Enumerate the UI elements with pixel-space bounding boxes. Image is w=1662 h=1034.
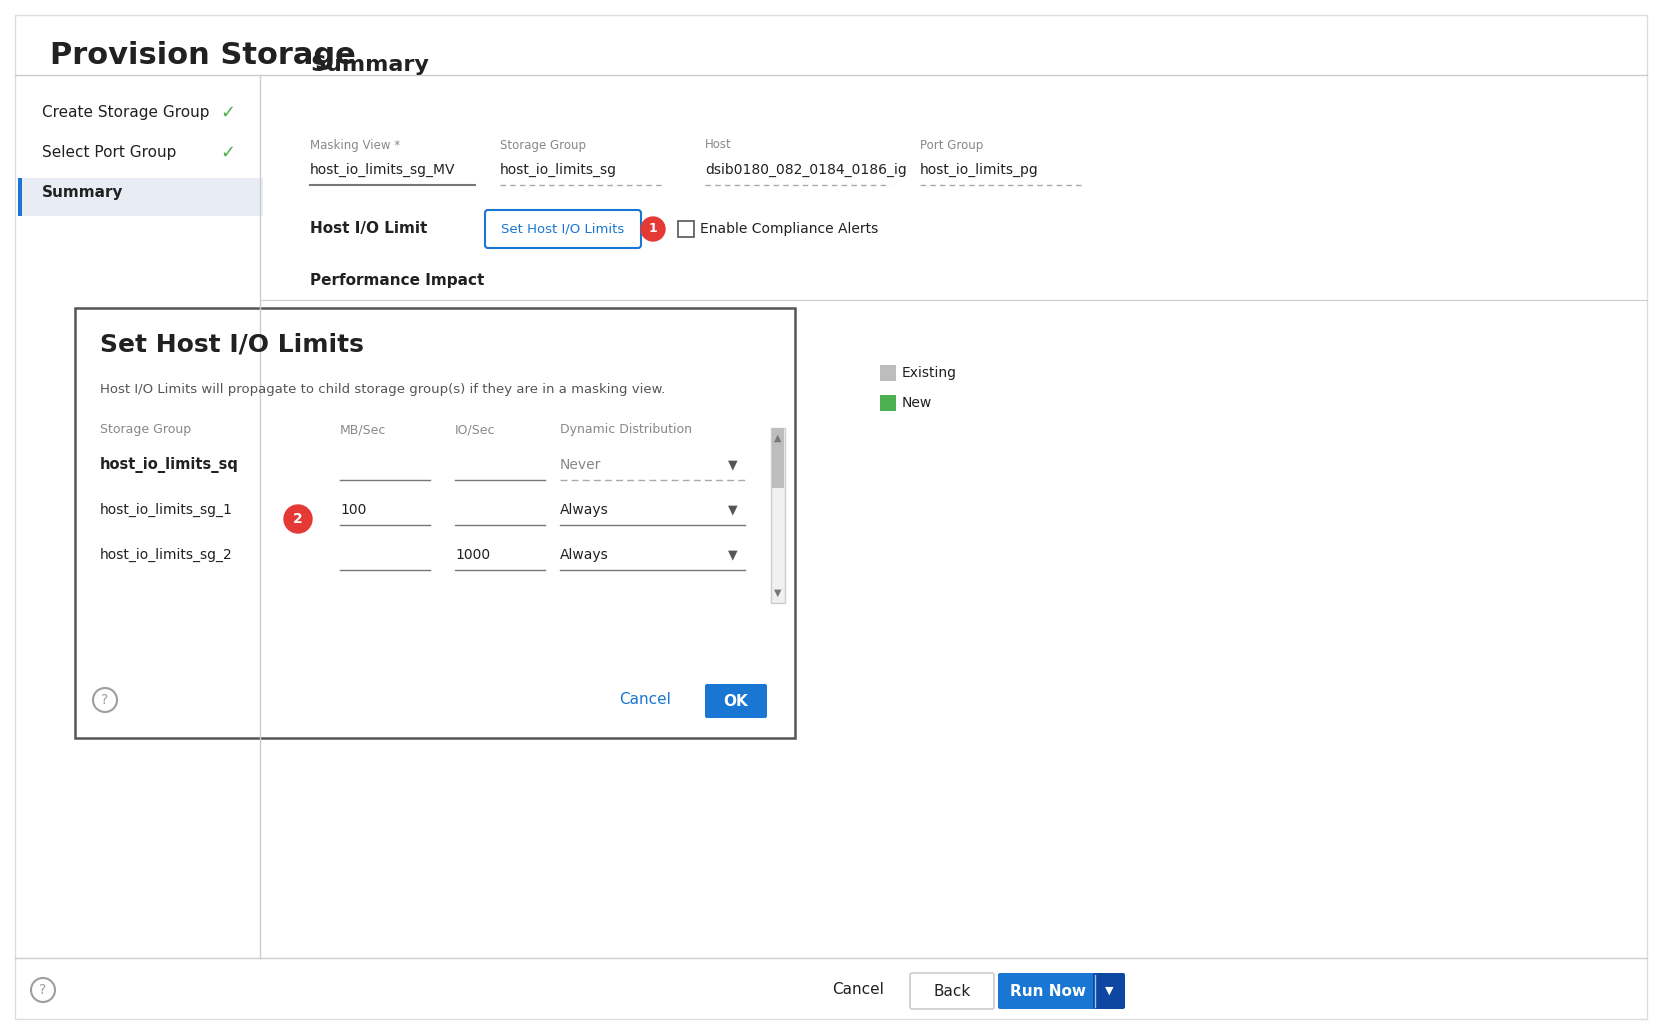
Bar — [678, 221, 695, 237]
Text: Performance Impact: Performance Impact — [311, 273, 484, 287]
Text: Dynamic Distribution: Dynamic Distribution — [560, 424, 691, 436]
FancyBboxPatch shape — [911, 973, 994, 1009]
FancyBboxPatch shape — [15, 16, 1647, 1018]
Text: ✓: ✓ — [221, 144, 236, 162]
Text: OK: OK — [723, 694, 748, 708]
Text: ✓: ✓ — [221, 104, 236, 122]
FancyBboxPatch shape — [485, 210, 642, 248]
Text: Cancel: Cancel — [618, 693, 671, 707]
FancyBboxPatch shape — [705, 685, 766, 718]
Text: 1000: 1000 — [455, 548, 490, 562]
Text: ▼: ▼ — [774, 588, 781, 598]
Bar — [879, 365, 896, 381]
Text: Existing: Existing — [902, 366, 957, 381]
Text: IO/Sec: IO/Sec — [455, 424, 495, 436]
Text: Storage Group: Storage Group — [500, 139, 587, 152]
Text: ▼: ▼ — [728, 504, 738, 517]
Text: Never: Never — [560, 458, 602, 472]
Text: Always: Always — [560, 503, 608, 517]
Text: Set Host I/O Limits: Set Host I/O Limits — [100, 333, 364, 357]
Text: Host I/O Limit: Host I/O Limit — [311, 220, 427, 236]
Text: host_io_limits_sg_MV: host_io_limits_sg_MV — [311, 163, 455, 177]
Text: 100: 100 — [341, 503, 366, 517]
Text: host_io_limits_sg: host_io_limits_sg — [500, 163, 617, 177]
Bar — [18, 178, 263, 216]
Bar — [18, 178, 22, 216]
Text: host_io_limits_sg_1: host_io_limits_sg_1 — [100, 503, 233, 517]
Text: Always: Always — [560, 548, 608, 562]
Text: dsib0180_082_0184_0186_ig: dsib0180_082_0184_0186_ig — [705, 163, 907, 177]
Text: host_io_limits_pg: host_io_limits_pg — [921, 163, 1039, 177]
Bar — [771, 428, 784, 603]
FancyBboxPatch shape — [997, 973, 1097, 1009]
Text: host_io_limits_sq: host_io_limits_sq — [100, 457, 239, 473]
Text: Create Storage Group: Create Storage Group — [42, 105, 209, 121]
Text: MB/Sec: MB/Sec — [341, 424, 386, 436]
Text: Port Group: Port Group — [921, 139, 984, 152]
Text: ?: ? — [101, 693, 108, 707]
Bar — [773, 428, 784, 488]
Text: Provision Storage: Provision Storage — [50, 41, 356, 70]
Circle shape — [284, 505, 312, 533]
Text: Storage Group: Storage Group — [100, 424, 191, 436]
Bar — [75, 308, 794, 738]
Text: Host I/O Limits will propagate to child storage group(s) if they are in a maskin: Host I/O Limits will propagate to child … — [100, 384, 665, 396]
Text: Cancel: Cancel — [833, 982, 884, 998]
Text: New: New — [902, 396, 932, 410]
Text: ▼: ▼ — [1105, 986, 1114, 996]
Text: Host: Host — [705, 139, 731, 152]
Text: host_io_limits_sg_2: host_io_limits_sg_2 — [100, 548, 233, 562]
Text: 1: 1 — [648, 222, 658, 236]
Text: Summary: Summary — [42, 185, 123, 201]
Circle shape — [642, 217, 665, 241]
Text: Enable Compliance Alerts: Enable Compliance Alerts — [700, 222, 878, 236]
Text: ▼: ▼ — [728, 458, 738, 472]
Text: ▲: ▲ — [774, 433, 781, 443]
Text: Summary: Summary — [311, 55, 429, 75]
Text: Select Port Group: Select Port Group — [42, 146, 176, 160]
Text: 2: 2 — [293, 512, 302, 526]
Bar — [879, 395, 896, 410]
Text: Back: Back — [934, 983, 971, 999]
Text: ▼: ▼ — [728, 548, 738, 561]
Text: ?: ? — [40, 983, 47, 997]
Text: Masking View *: Masking View * — [311, 139, 401, 152]
Text: Set Host I/O Limits: Set Host I/O Limits — [502, 222, 625, 236]
FancyBboxPatch shape — [1094, 973, 1125, 1009]
Text: Run Now: Run Now — [1009, 983, 1085, 999]
